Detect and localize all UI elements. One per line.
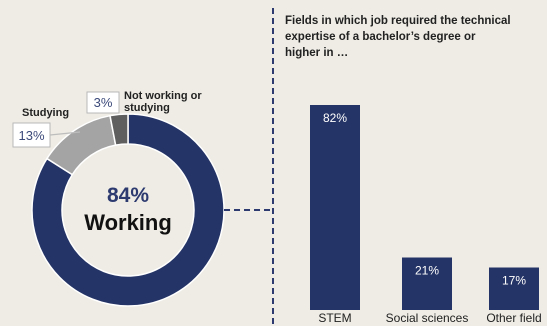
bar-value-stem: 82% [323,111,347,125]
bar-value-other-field: 17% [502,274,526,288]
bar-chart-title-line1: Fields in which job required the technic… [285,15,511,27]
donut-chart: 84% Working Studying 13% 3% Not working … [12,90,225,307]
donut-slice-studying [45,114,117,176]
category-label-other-field: Other field [486,311,541,325]
not-working-label-line2: studying [124,102,170,114]
bar-chart: Fields in which job required the technic… [285,15,542,325]
category-label-social-sciences: Social sciences [386,311,469,325]
donut-slice-not-working [109,113,129,147]
bar-other-field [489,267,539,310]
studying-value-label: 13% [18,128,44,143]
not-working-value-label: 3% [94,95,113,110]
donut-slice-working [31,113,225,307]
studying-callout-box [12,122,51,148]
bar-social-sciences [402,257,452,310]
donut-center-value: 84% [107,184,149,207]
donut-center-label: Working [84,210,172,235]
bar-chart-title-line2: expertise of a bachelor’s degree or [285,31,476,43]
not-working-callout-box [86,91,120,114]
not-working-label-line1: Not working or [124,90,202,102]
studying-leader-line [49,131,81,136]
bar-chart-title-line3: higher in … [285,47,348,59]
bar-value-social-sciences: 21% [415,264,439,278]
bar-stem [310,105,360,310]
studying-label: Studying [22,107,69,119]
category-label-stem: STEM [318,311,351,325]
